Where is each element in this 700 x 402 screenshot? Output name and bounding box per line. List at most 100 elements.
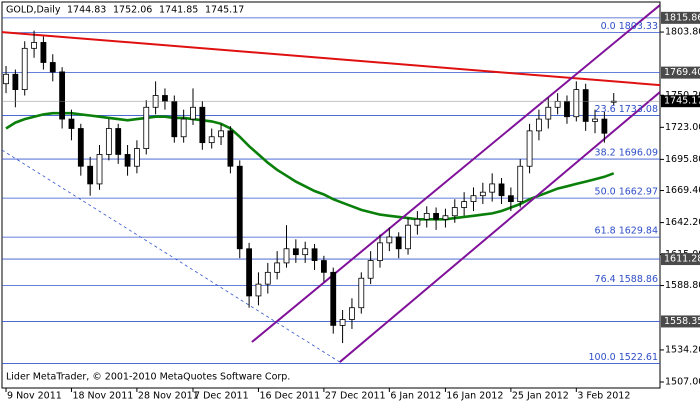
price-label-bg <box>661 315 700 328</box>
header-low: 1741.85 <box>159 5 198 16</box>
x-tick-label: 27 Dec 2011 <box>325 391 386 402</box>
candle-body <box>105 128 112 155</box>
candle-body <box>208 136 215 144</box>
x-tick-label: 7 Dec 2011 <box>194 391 249 402</box>
y-tick-label: 1723.00 <box>665 122 700 133</box>
trend-line <box>2 31 660 87</box>
candle-body <box>582 89 589 122</box>
candle-body <box>311 248 318 261</box>
candle-body <box>274 262 281 273</box>
candle-body <box>283 248 290 264</box>
candle-body <box>3 73 9 85</box>
price-label: 1815.86 <box>664 12 700 23</box>
x-tick-label: 16 Dec 2011 <box>259 391 320 402</box>
footer: Lider MetaTrader, © 2001-2010 MetaQuotes… <box>6 372 290 383</box>
candle-body <box>31 42 37 49</box>
candle-body <box>479 191 486 197</box>
trend-line <box>339 91 660 363</box>
candle-body <box>162 95 168 102</box>
candle-body <box>87 165 94 185</box>
fib-label: 61.8 1629.84 <box>595 226 658 237</box>
price-label-bg <box>661 66 700 79</box>
x-tick-label: 16 Jan 2012 <box>446 391 503 402</box>
candle-body <box>423 212 430 220</box>
candle-body <box>358 277 365 309</box>
price-label: 1558.35 <box>664 316 700 327</box>
candle-body <box>395 236 402 250</box>
candle-body <box>414 218 421 226</box>
candle-body <box>433 212 439 220</box>
candle-body <box>507 195 514 203</box>
candle-body <box>573 89 580 118</box>
candle-body <box>255 283 262 297</box>
candle-body <box>592 118 598 122</box>
candle-body <box>49 62 56 73</box>
candle-body <box>545 106 552 120</box>
y-tick-label: 1669.40 <box>665 185 700 196</box>
candle-body <box>180 118 187 138</box>
price-label: 1769.40 <box>664 67 700 78</box>
fib-label: 23.6 1733.08 <box>595 104 658 115</box>
candle-body <box>536 118 542 132</box>
candle-body <box>517 165 524 203</box>
candle-body <box>320 260 327 273</box>
candle-body <box>349 307 355 320</box>
current-price-bg <box>661 95 700 108</box>
current-price-label: 1745.17 <box>664 96 700 107</box>
candle-body <box>115 128 122 155</box>
candle-body <box>96 154 103 185</box>
price-label: 1611.28 <box>664 254 700 265</box>
candle-body <box>199 106 206 144</box>
fib-label: 0.0 1803.33 <box>601 21 658 32</box>
x-tick-label: 18 Nov 2011 <box>72 391 133 402</box>
x-tick-label: 28 Nov 2011 <box>138 391 199 402</box>
y-tick-label: 1803.80 <box>665 27 700 38</box>
y-tick-label: 1507.00 <box>665 376 700 387</box>
candle-body <box>77 128 84 167</box>
x-tick-label: 6 Jan 2012 <box>390 391 441 402</box>
header-high: 1752.06 <box>113 5 152 16</box>
trend-line <box>2 149 341 363</box>
moving-average <box>5 111 615 221</box>
plot <box>2 4 660 364</box>
x-tick-label: 9 Nov 2011 <box>7 391 62 402</box>
candle-body <box>302 248 309 256</box>
y-tick-label: 1642.20 <box>665 217 700 228</box>
candle-body <box>171 100 178 138</box>
price-label-bg <box>661 253 700 266</box>
candle-body <box>451 207 458 217</box>
candle-body <box>498 183 505 197</box>
candle-body <box>489 183 496 193</box>
x-tick-label: 3 Feb 2012 <box>577 391 630 402</box>
candle-body <box>367 260 374 279</box>
candle-body <box>12 73 19 90</box>
candle-body <box>339 319 346 326</box>
candle-body <box>218 130 224 138</box>
candle-body <box>442 215 449 220</box>
header-close: 1745.17 <box>205 5 244 16</box>
candle-body <box>461 201 468 208</box>
candle-body <box>405 224 411 250</box>
fib-label: 50.0 1662.97 <box>595 187 658 198</box>
candle-body <box>59 71 66 120</box>
trend-line <box>251 4 660 343</box>
candle-body <box>554 100 561 108</box>
candle-body <box>292 248 299 256</box>
candle-body <box>264 271 271 285</box>
chart-title: GOLD,Daily <box>6 5 61 16</box>
candle-body <box>134 148 140 167</box>
candle-body <box>601 118 608 134</box>
candle-body <box>236 165 243 250</box>
y-tick-label: 1534.20 <box>665 344 700 355</box>
x-tick-label: 25 Jan 2012 <box>512 391 569 402</box>
candle-body <box>470 195 477 203</box>
y-tick-label: 1588.80 <box>665 280 700 291</box>
overlay: 1507.001534.201588.801615.001642.201669.… <box>5 11 700 402</box>
candle-body <box>386 236 393 244</box>
candle-body <box>564 100 570 118</box>
y-tick-label: 1695.80 <box>665 154 700 165</box>
header-open: 1744.83 <box>67 5 106 16</box>
plot-area <box>1 1 661 389</box>
candle-body <box>526 130 533 167</box>
